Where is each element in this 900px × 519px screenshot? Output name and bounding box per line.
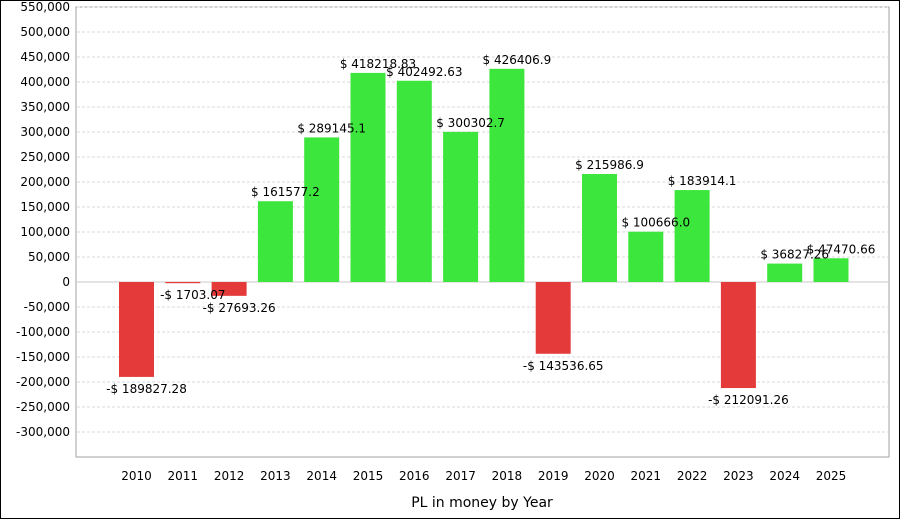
bar-2012 <box>211 282 247 296</box>
y-tick-label: 450,000 <box>20 50 70 64</box>
bar-2020 <box>582 174 617 282</box>
x-tick-label: 2024 <box>769 469 800 483</box>
bars <box>119 68 849 389</box>
value-label: $ 161577.2 <box>251 185 320 199</box>
value-label: $ 426406.9 <box>483 53 552 67</box>
y-tick-label: -150,000 <box>16 350 70 364</box>
value-label: -$ 1703.07 <box>160 288 225 302</box>
x-tick-label: 2023 <box>723 469 754 483</box>
value-label: $ 36827.26 <box>760 248 829 262</box>
x-tick-label: 2022 <box>677 469 708 483</box>
value-label: -$ 212091.26 <box>708 393 789 407</box>
x-tick-label: 2012 <box>214 469 245 483</box>
y-tick-label: 100,000 <box>20 225 70 239</box>
value-labels: -$ 189827.28 -$ 1703.07-$ 27693.26 $ 16157… <box>106 53 875 407</box>
value-label: $ 183914.1 <box>668 174 737 188</box>
value-label: $ 100666.0 <box>621 216 690 230</box>
x-tick-label: 2016 <box>399 469 430 483</box>
y-tick-label: 300,000 <box>20 125 70 139</box>
bar-2022 <box>674 190 710 282</box>
x-tick-label: 2018 <box>492 469 523 483</box>
value-label: $ 402492.63 <box>386 65 462 79</box>
bar-2015 <box>350 72 386 282</box>
y-tick-labels: 550,000 500,000 450,000 400,000 350,000 300,0… <box>16 0 70 439</box>
x-tick-label: 2010 <box>121 469 152 483</box>
y-tick-label: -200,000 <box>16 375 70 389</box>
bar-2023 <box>720 282 756 389</box>
value-label: $ 300302.7 <box>436 116 505 130</box>
bar-2016 <box>396 80 432 282</box>
y-tick-label: 350,000 <box>20 100 70 114</box>
y-tick-label: -250,000 <box>16 400 70 414</box>
x-tick-label: 2013 <box>260 469 291 483</box>
value-label: $ 418218.83 <box>340 57 416 71</box>
x-tick-label: 2021 <box>631 469 662 483</box>
bar-2017 <box>443 131 479 282</box>
y-tick-label: -50,000 <box>24 300 70 314</box>
x-tick-label: 2014 <box>306 469 337 483</box>
y-tick-label: 250,000 <box>20 150 70 164</box>
y-tick-label: 0 <box>62 275 70 289</box>
x-tick-label: 2019 <box>538 469 569 483</box>
x-axis-title: PL in money by Year <box>411 495 553 511</box>
y-tick-label: 550,000 <box>20 0 70 14</box>
x-tick-label: 2011 <box>168 469 199 483</box>
bar-2025 <box>813 258 849 282</box>
value-label: $ 215986.9 <box>575 158 644 172</box>
bar-2024 <box>767 263 803 282</box>
bar-2011 <box>165 282 201 284</box>
bar-2010 <box>119 282 154 377</box>
bar-2018 <box>489 68 525 283</box>
y-tick-label: 50,000 <box>28 250 70 264</box>
bar-2013 <box>257 201 293 282</box>
y-tick-label: 500,000 <box>20 25 70 39</box>
x-tick-label: 2020 <box>584 469 615 483</box>
x-tick-labels: 2010 2011 2012 2013 2014 2015 2016 2017 2018 2019… <box>121 469 846 483</box>
x-tick-label: 2017 <box>445 469 476 483</box>
bar-2019 <box>535 282 571 354</box>
y-tick-label: 200,000 <box>20 175 70 189</box>
y-tick-label: 150,000 <box>20 200 70 214</box>
bar-2021 <box>628 231 664 282</box>
bar-2014 <box>304 137 340 282</box>
value-label: -$ 27693.26 <box>203 301 276 315</box>
x-tick-label: 2025 <box>816 469 847 483</box>
value-label: $ 47470.66 <box>807 242 876 256</box>
value-label: -$ 189827.28 <box>106 382 187 396</box>
y-tick-label: 400,000 <box>20 75 70 89</box>
x-tick-label: 2015 <box>353 469 384 483</box>
y-tick-label: -100,000 <box>16 325 70 339</box>
value-label: -$ 143536.65 <box>523 359 604 373</box>
value-label: $ 289145.1 <box>297 121 366 135</box>
y-tick-label: -300,000 <box>16 425 70 439</box>
